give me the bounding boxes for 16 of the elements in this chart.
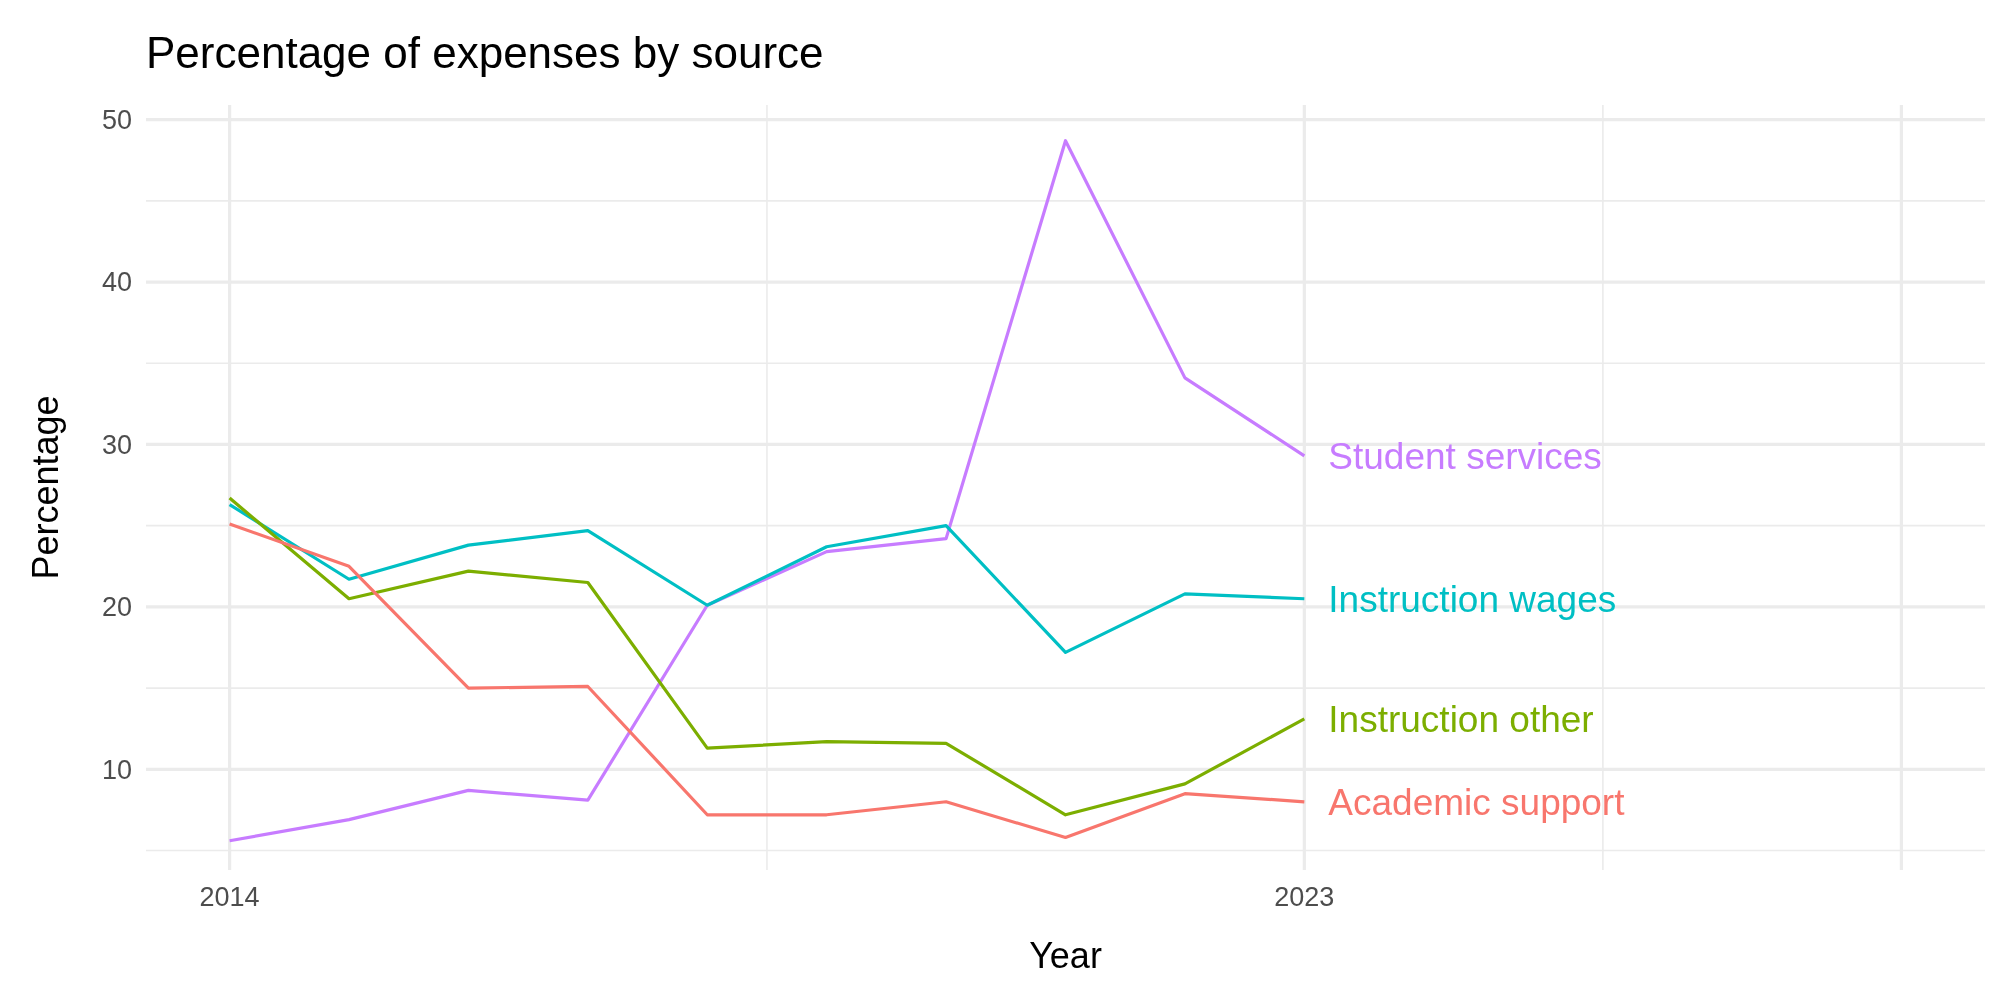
y-tick-label: 30 — [101, 429, 132, 460]
series-label: Student services — [1328, 435, 1602, 477]
x-tick-label: 2014 — [199, 882, 260, 912]
y-tick-label: 40 — [101, 267, 132, 298]
y-tick-label: 20 — [101, 592, 132, 623]
y-axis-title: Percentage — [25, 395, 66, 580]
x-axis-title: Year — [1029, 935, 1102, 976]
series-label: Instruction wages — [1328, 578, 1617, 620]
series-label: Instruction other — [1328, 698, 1594, 740]
y-tick-label: 50 — [101, 105, 132, 136]
x-tick-label: 2023 — [1274, 882, 1335, 912]
line-series — [227, 502, 1306, 654]
line-series — [227, 139, 1306, 843]
series-label: Academic support — [1328, 781, 1626, 823]
y-tick-label: 10 — [101, 754, 132, 785]
chart-title: Percentage of expenses by source — [146, 28, 824, 77]
